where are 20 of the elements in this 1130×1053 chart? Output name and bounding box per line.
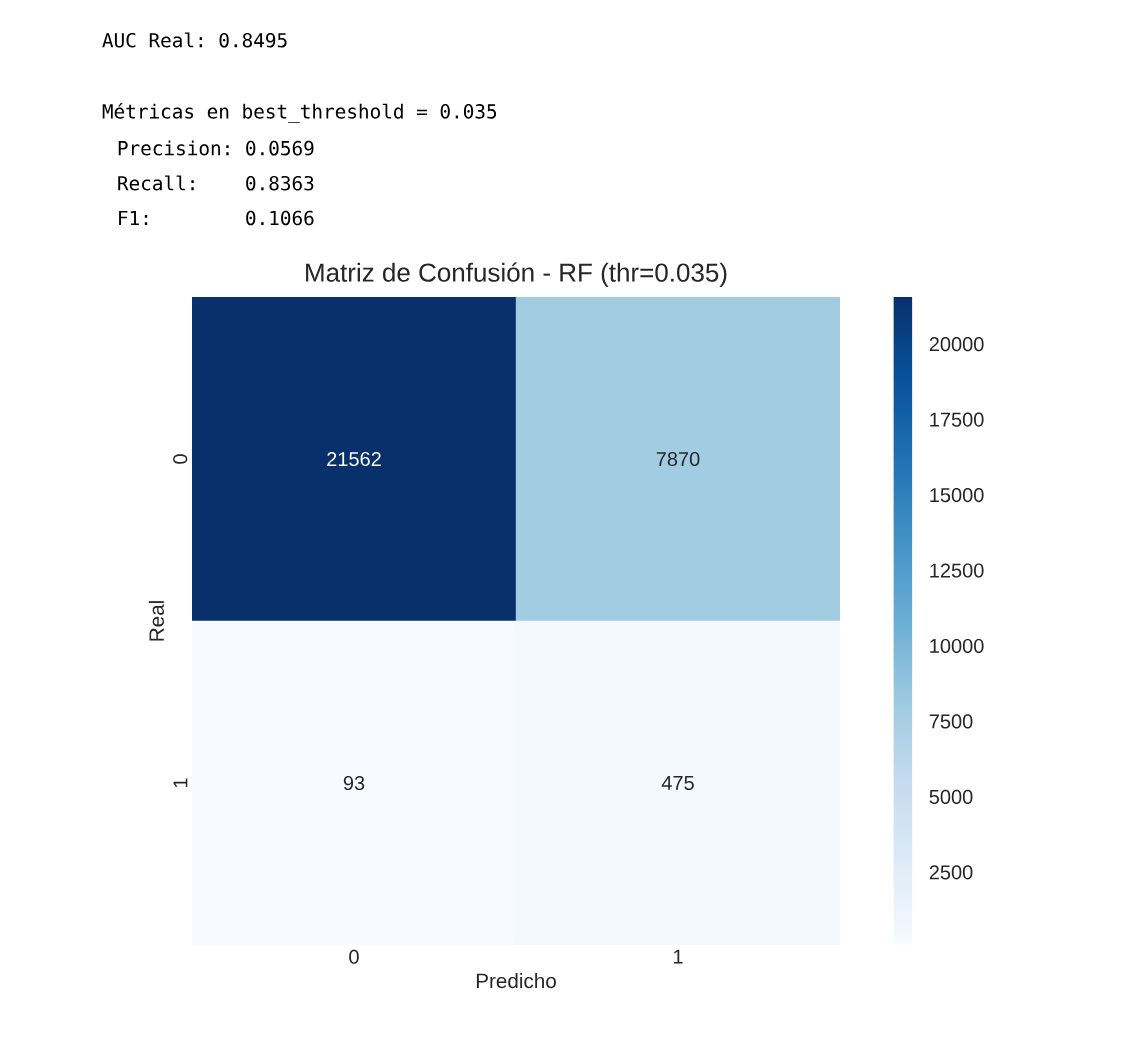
color-bar-label: 5000 [929, 789, 973, 804]
color-bar-label: 2500 [929, 865, 973, 880]
color-bar-label: 12500 [930, 563, 984, 578]
data-label: 21562 [327, 451, 381, 467]
data-label: 93 [343, 775, 365, 791]
color-bar-label: 15000 [930, 487, 984, 503]
text: Precision: 0.0569 [118, 140, 314, 156]
color-bar-label: 7500 [929, 714, 973, 729]
chart-title: Matriz de Confusión - RF (thr=0.035) [306, 262, 727, 287]
data-label: 7870 [656, 451, 700, 467]
data-label: 475 [661, 776, 694, 790]
x-axis-title: Predicho [476, 973, 556, 989]
color-bar-label: 17500 [930, 412, 984, 427]
text: F1: 0.1066 [119, 210, 314, 226]
text: Recall: 0.8363 [118, 175, 314, 191]
color-bar-label: 10000 [930, 638, 984, 654]
text: Métricas en best_threshold = 0.035 [102, 102, 497, 123]
text: AUC Real: 0.8495 [102, 32, 287, 48]
y-axis-title: Real [148, 601, 164, 641]
color-bar-label: 20000 [929, 337, 984, 352]
